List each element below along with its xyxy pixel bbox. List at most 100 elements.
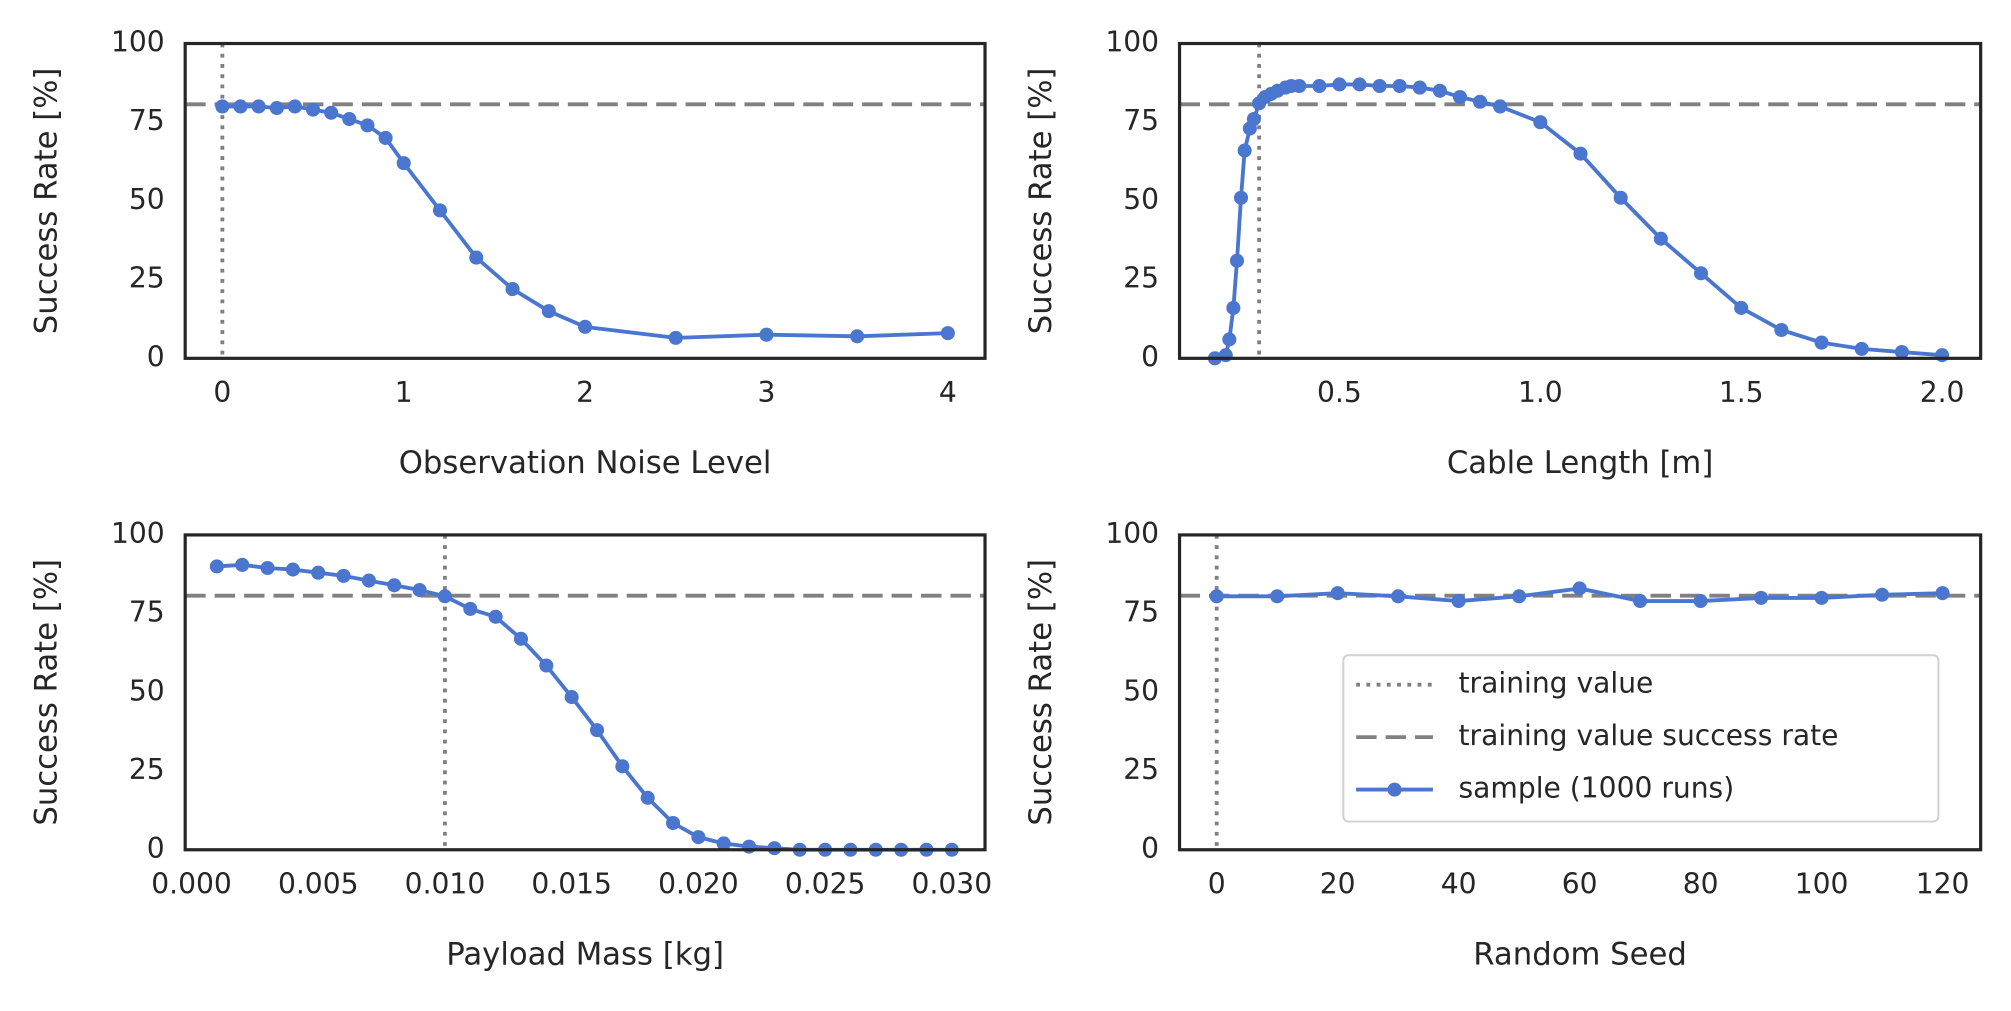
plot-frame: [183, 41, 987, 360]
data-point: [1754, 590, 1769, 605]
y-tick-label: 100: [1105, 26, 1159, 59]
legend-label: training value success rate: [1459, 719, 1839, 752]
data-point: [1209, 589, 1224, 604]
y-tick-label: 50: [1123, 183, 1159, 216]
series-line: [1214, 82, 1943, 361]
panel: 0 25 50 75 100 0 20 40 60 80 100 120 Random Seed Succ…: [1023, 517, 1983, 972]
data-point: [1452, 89, 1468, 105]
data-point: [412, 582, 427, 598]
y-tick-label: 25: [129, 753, 165, 786]
y-tick-label: 50: [1123, 674, 1159, 707]
data-point: [513, 631, 529, 646]
data-point: [437, 589, 452, 604]
data-point: [1814, 335, 1829, 350]
x-tick-label: 4: [939, 376, 957, 409]
x-tick-label: 2: [576, 376, 594, 409]
x-axis-label: Observation Noise Level: [399, 445, 772, 481]
y-axis-label: Success Rate [%]: [29, 559, 65, 826]
data-point: [1226, 300, 1241, 315]
data-point: [1473, 94, 1488, 109]
x-tick-label: 100: [1795, 868, 1849, 901]
data-point: [742, 839, 757, 854]
panel: 0 25 50 75 100 0 1 2 3 4 Observation Noise Level Su…: [29, 26, 987, 481]
legend-frame: [1342, 654, 1940, 823]
y-tick-label: 25: [129, 262, 165, 295]
series-line: [222, 104, 948, 340]
data-point: [1218, 348, 1233, 363]
x-tick-label: 40: [1441, 868, 1477, 901]
data-point: [1332, 77, 1347, 92]
legend-label: sample (1000 runs): [1459, 772, 1735, 805]
data-point: [361, 573, 376, 588]
x-tick-label: 0.5: [1317, 376, 1362, 409]
x-tick-label: 3: [758, 376, 776, 409]
data-point: [1451, 594, 1466, 609]
data-point: [1693, 266, 1709, 281]
x-tick-label: 20: [1320, 868, 1356, 901]
legend: training value training value success rat…: [1342, 654, 1940, 823]
data-point: [1572, 581, 1587, 596]
data-point: [1693, 594, 1708, 609]
data-point: [1222, 332, 1237, 347]
data-point: [1512, 589, 1527, 604]
data-point: [1533, 115, 1548, 130]
data-point: [940, 326, 955, 341]
x-tick-label: 0.005: [278, 868, 359, 901]
x-axis-label: Random Seed: [1473, 936, 1687, 972]
data-point: [432, 203, 448, 218]
x-tick-label: 0: [1208, 868, 1226, 901]
data-point: [1633, 594, 1648, 609]
data-point: [306, 102, 321, 117]
data-point: [759, 327, 774, 342]
series-line: [216, 562, 952, 852]
data-point: [1229, 253, 1245, 268]
legend-label: training value: [1459, 667, 1654, 700]
y-tick-label: 0: [1141, 340, 1159, 373]
data-point: [1613, 190, 1628, 205]
data-point: [1875, 587, 1890, 602]
y-tick-label: 0: [1141, 832, 1159, 865]
plot-frame: [183, 533, 987, 852]
y-tick-label: 50: [129, 183, 165, 216]
data-point: [360, 118, 375, 133]
y-tick-label: 75: [129, 596, 165, 629]
data-point: [387, 578, 402, 593]
legend-marker: [1387, 782, 1402, 797]
data-point: [396, 156, 411, 171]
data-point: [666, 815, 681, 831]
data-point: [716, 836, 731, 851]
data-point: [1292, 78, 1307, 94]
x-tick-label: 0.010: [405, 868, 486, 901]
x-tick-label: 1.5: [1719, 376, 1764, 409]
y-tick-label: 100: [1105, 517, 1159, 550]
data-point: [1734, 300, 1749, 315]
x-tick-label: 2.0: [1920, 376, 1965, 409]
x-tick-label: 0: [213, 376, 231, 409]
data-point: [1392, 78, 1407, 94]
data-point: [1774, 322, 1789, 338]
x-tick-label: 0.020: [658, 868, 739, 901]
plot-frame: [1177, 41, 1983, 360]
data-point: [336, 568, 351, 583]
x-tick-label: 0.000: [151, 868, 232, 901]
data-point: [260, 560, 275, 576]
data-point: [463, 601, 478, 616]
y-tick-label: 25: [1123, 753, 1159, 786]
data-point: [578, 319, 593, 334]
data-point: [668, 330, 683, 345]
data-point: [285, 562, 300, 577]
data-point: [269, 101, 284, 116]
plot-frame: [1177, 533, 1983, 852]
y-tick-label: 75: [1123, 104, 1159, 137]
y-tick-label: 100: [111, 517, 165, 550]
y-tick-label: 75: [1123, 596, 1159, 629]
data-point: [1653, 231, 1668, 246]
data-point: [1814, 590, 1829, 605]
data-point: [1233, 190, 1249, 205]
data-point: [488, 609, 503, 624]
data-point: [1330, 586, 1345, 601]
data-point: [235, 557, 250, 572]
x-tick-label: 80: [1683, 868, 1719, 901]
data-point: [505, 282, 520, 297]
